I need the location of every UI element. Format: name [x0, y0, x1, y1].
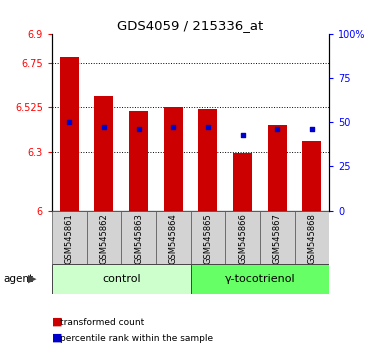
Bar: [156, 211, 191, 264]
Bar: [198, 109, 218, 211]
Bar: [191, 264, 329, 294]
Bar: [164, 107, 183, 211]
Text: ▶: ▶: [28, 274, 36, 284]
Bar: [225, 211, 260, 264]
Bar: [94, 96, 114, 211]
Bar: [295, 211, 329, 264]
Text: GSM545867: GSM545867: [273, 213, 282, 264]
Bar: [52, 264, 191, 294]
Point: [170, 125, 176, 130]
Text: GSM545868: GSM545868: [307, 213, 316, 264]
Point: [136, 126, 142, 132]
Text: GSM545863: GSM545863: [134, 213, 143, 264]
Text: GSM545861: GSM545861: [65, 213, 74, 264]
Title: GDS4059 / 215336_at: GDS4059 / 215336_at: [117, 19, 264, 33]
Point: [205, 125, 211, 130]
Text: γ-tocotrienol: γ-tocotrienol: [224, 274, 295, 284]
Bar: [87, 211, 121, 264]
Point: [66, 119, 72, 125]
Text: ■: ■: [52, 317, 62, 327]
Point: [309, 126, 315, 132]
Bar: [121, 211, 156, 264]
Text: percentile rank within the sample: percentile rank within the sample: [60, 333, 213, 343]
Bar: [129, 111, 148, 211]
Text: GSM545862: GSM545862: [99, 213, 109, 264]
Bar: [191, 211, 225, 264]
Bar: [302, 141, 321, 211]
Point: [101, 125, 107, 130]
Bar: [260, 211, 295, 264]
Text: agent: agent: [4, 274, 34, 284]
Bar: [60, 57, 79, 211]
Text: GSM545864: GSM545864: [169, 213, 178, 264]
Bar: [233, 153, 252, 211]
Text: GSM545866: GSM545866: [238, 213, 247, 264]
Text: control: control: [102, 274, 141, 284]
Bar: [268, 125, 287, 211]
Point: [239, 132, 246, 137]
Text: ■: ■: [52, 333, 62, 343]
Text: GSM545865: GSM545865: [203, 213, 213, 264]
Bar: [52, 211, 87, 264]
Point: [274, 126, 280, 132]
Text: transformed count: transformed count: [60, 318, 144, 327]
